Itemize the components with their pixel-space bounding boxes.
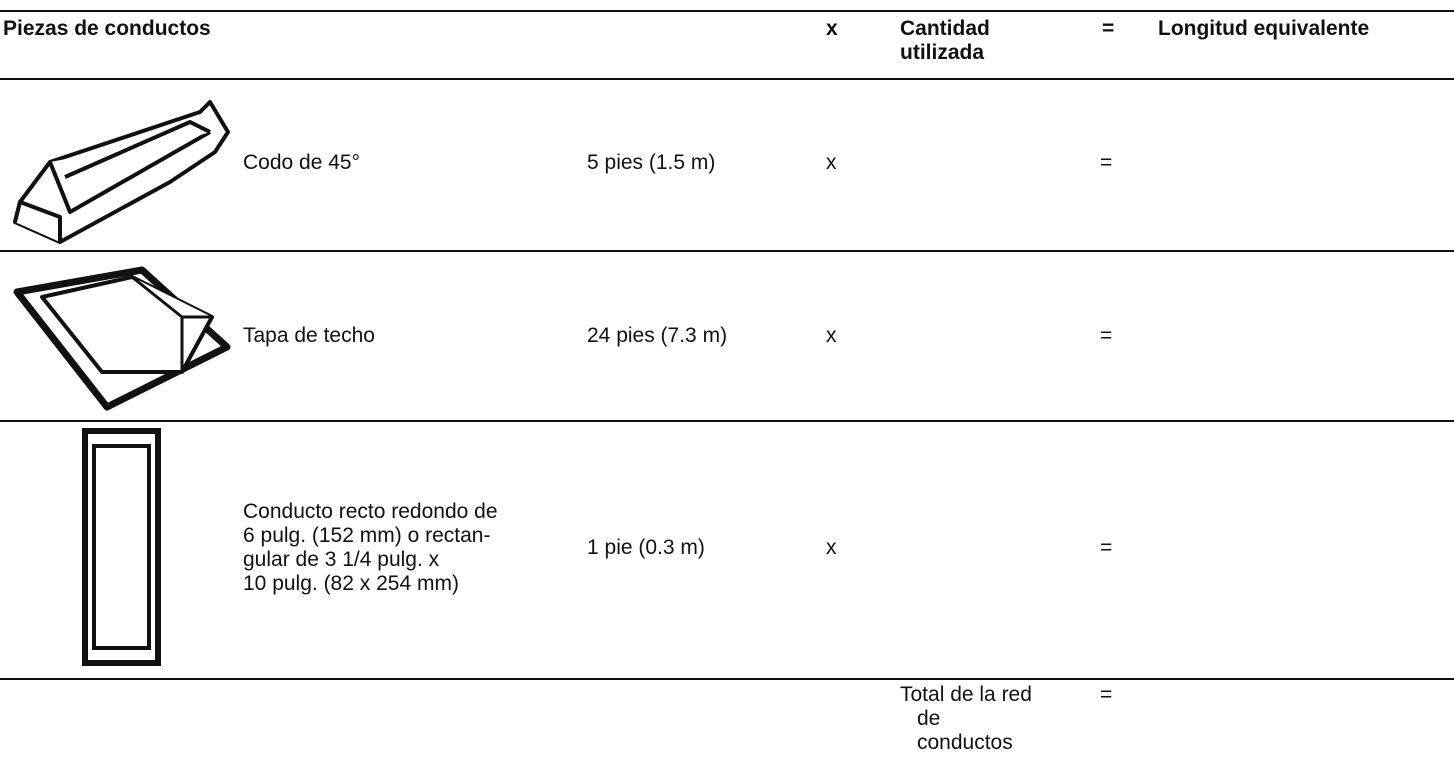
rule [0, 420, 1454, 422]
rule [0, 250, 1454, 252]
times-sign: x [826, 324, 837, 347]
header-cell: = [1102, 17, 1115, 40]
header-cell: Longitud equivalente [1158, 17, 1370, 40]
rule [0, 78, 1454, 80]
part-name: gular de 3 1/4 pulg. x [243, 548, 440, 571]
header-cell: x [826, 17, 838, 40]
elbow-icon [13, 100, 230, 244]
rule [0, 678, 1454, 680]
equals-sign: = [1100, 683, 1113, 706]
rule [0, 10, 1454, 12]
roof-cap-icon [13, 266, 231, 411]
total-label: de [917, 707, 941, 730]
times-sign: x [826, 151, 837, 174]
times-sign: x [826, 536, 837, 559]
header-cell: Cantidad utilizada [900, 17, 990, 64]
part-name: 6 pulg. (152 mm) o rectan- [243, 524, 491, 547]
total-label: conductos [917, 731, 1013, 754]
part-name: Codo de 45° [243, 151, 360, 174]
equals-sign: = [1100, 151, 1113, 174]
part-name: 10 pulg. (82 x 254 mm) [243, 572, 459, 595]
total-label: Total de la red [900, 683, 1032, 706]
part-name: Tapa de techo [243, 324, 375, 347]
equivalent-length: 5 pies (1.5 m) [587, 151, 716, 174]
part-name: Conducto recto redondo de [243, 500, 498, 523]
duct-icon [82, 428, 161, 666]
equals-sign: = [1100, 536, 1113, 559]
equivalent-length: 24 pies (7.3 m) [587, 324, 728, 347]
equivalent-length: 1 pie (0.3 m) [587, 536, 705, 559]
header-cell: Piezas de conductos [3, 17, 211, 40]
equals-sign: = [1100, 324, 1113, 347]
